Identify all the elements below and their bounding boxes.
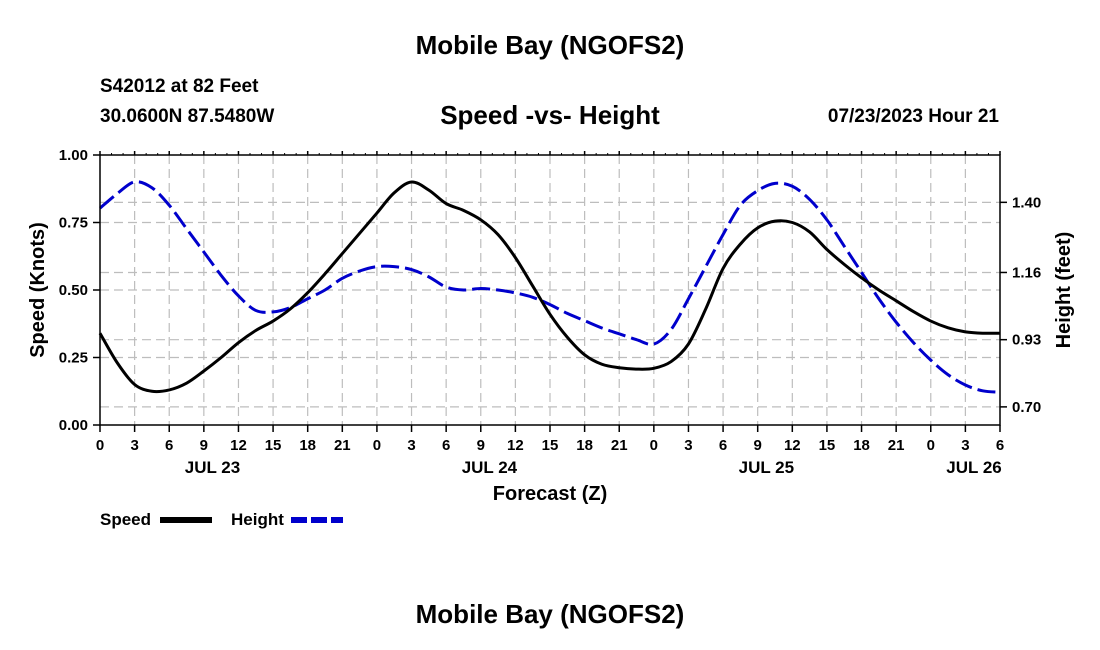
x-tick-label: 15: [542, 437, 559, 454]
y-tick-label: 0.25: [59, 350, 88, 367]
footer-title: Mobile Bay (NGOFS2): [415, 599, 685, 629]
x-tick-label: 6: [165, 437, 173, 454]
series-line-speed: [98, 180, 1001, 394]
y2-tick-label: 1.16: [1012, 264, 1041, 281]
x-tick-label: 9: [477, 437, 485, 454]
x-tick-label: 6: [719, 437, 727, 454]
series-layer: [98, 180, 1001, 394]
y2-axis-label: Height (feet): [1053, 232, 1075, 349]
date-label: JUL 25: [739, 458, 794, 477]
chart-title: Speed -vs- Height: [440, 100, 660, 130]
axes: 0 3 6 9 12 15 18 21 0 3 6 9 12 15 18 21 0 3 6 9 12 15 18 21 0 3 6J…: [59, 147, 1041, 477]
x-tick-label: 21: [334, 437, 351, 454]
x-tick-label: 15: [819, 437, 836, 454]
x-tick-label: 0: [96, 437, 104, 454]
series-line-height: [99, 180, 1001, 394]
x-tick-label: 3: [130, 437, 138, 454]
date-label: JUL 26: [946, 458, 1001, 477]
legend-label-speed: Speed: [100, 510, 151, 529]
x-axis-label: Forecast (Z): [493, 483, 607, 505]
legend: Speed Height: [100, 510, 343, 529]
x-tick-label: 9: [754, 437, 762, 454]
y2-tick-label: 0.70: [1012, 399, 1041, 416]
x-tick-label: 6: [442, 437, 450, 454]
x-tick-label: 18: [576, 437, 593, 454]
page-title: Mobile Bay (NGOFS2): [415, 30, 685, 60]
x-tick-label: 15: [265, 437, 282, 454]
y-tick-label: 0.75: [59, 215, 88, 232]
grid: [100, 155, 1000, 425]
forecast-datetime: 07/23/2023 Hour 21: [827, 106, 999, 127]
x-tick-label: 9: [200, 437, 208, 454]
station-label: S42012 at 82 Feet: [100, 76, 259, 97]
x-tick-label: 0: [650, 437, 658, 454]
date-label: JUL 23: [185, 458, 240, 477]
y2-tick-label: 0.93: [1012, 332, 1041, 349]
x-tick-label: 3: [407, 437, 415, 454]
x-tick-label: 12: [230, 437, 247, 454]
y-tick-label: 1.00: [59, 147, 88, 164]
y-tick-label: 0.50: [59, 282, 88, 299]
x-tick-label: 12: [784, 437, 801, 454]
x-tick-label: 6: [996, 437, 1004, 454]
date-label: JUL 24: [462, 458, 518, 477]
x-tick-label: 12: [507, 437, 524, 454]
x-tick-label: 3: [961, 437, 969, 454]
x-tick-label: 0: [927, 437, 935, 454]
x-tick-label: 18: [853, 437, 870, 454]
y-axis-label: Speed (Knots): [27, 222, 49, 358]
coordinates-label: 30.0600N 87.5480W: [100, 106, 275, 127]
x-tick-label: 21: [888, 437, 905, 454]
legend-label-height: Height: [231, 510, 284, 529]
y2-tick-label: 1.40: [1012, 194, 1041, 211]
x-tick-label: 21: [611, 437, 628, 454]
x-tick-label: 0: [373, 437, 381, 454]
y-tick-label: 0.00: [59, 417, 88, 434]
x-tick-label: 18: [299, 437, 316, 454]
x-tick-label: 3: [684, 437, 692, 454]
